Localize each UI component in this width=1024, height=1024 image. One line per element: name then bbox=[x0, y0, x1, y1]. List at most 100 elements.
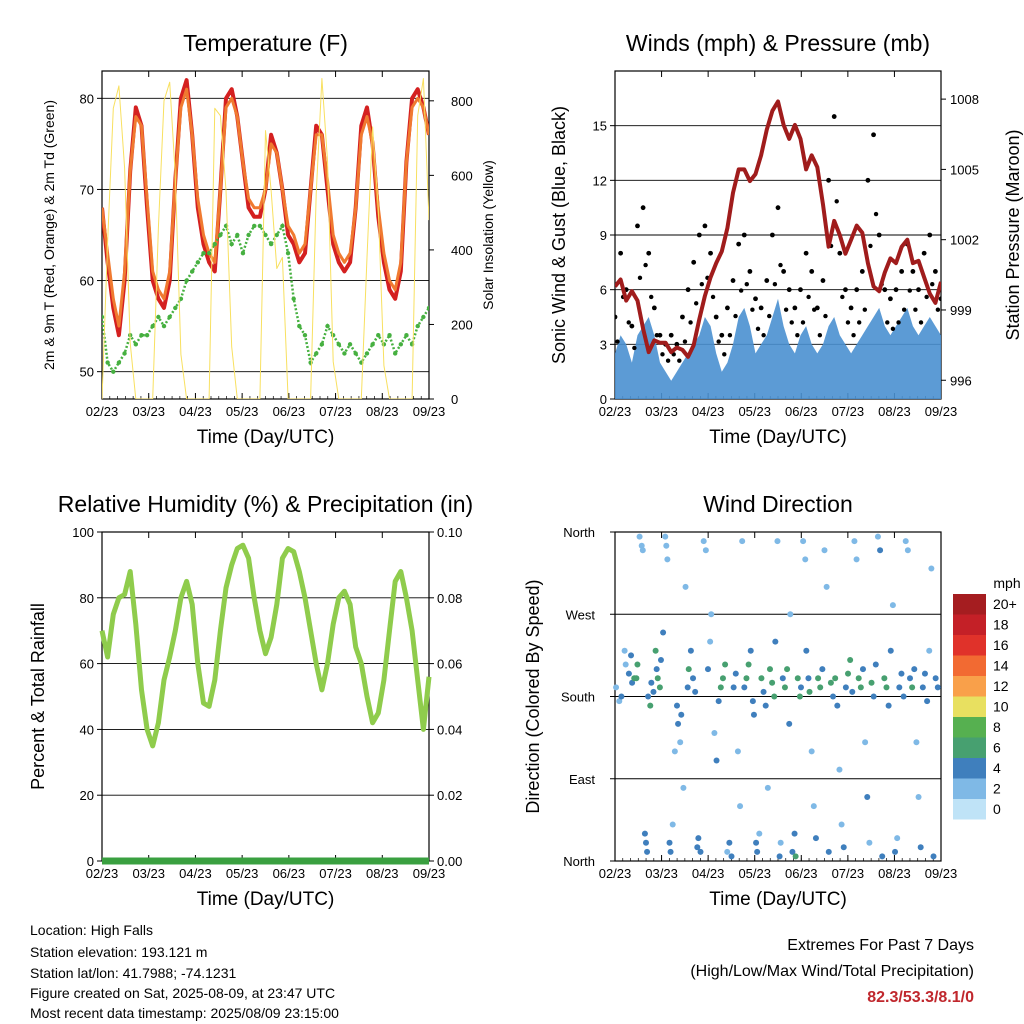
dir-point bbox=[832, 675, 839, 682]
wind-gust-point bbox=[927, 232, 933, 238]
rh-xtick-label: 07/23 bbox=[319, 866, 352, 881]
dir-point bbox=[840, 844, 847, 851]
dir-point bbox=[857, 684, 864, 691]
dir-point bbox=[707, 638, 714, 645]
wind-gust-point bbox=[744, 282, 749, 287]
dir-point bbox=[815, 675, 822, 682]
dir-point bbox=[618, 693, 625, 700]
wind-gust-point bbox=[795, 333, 800, 338]
wind-gust-point bbox=[789, 320, 794, 325]
wind-pressure-line bbox=[615, 99, 941, 359]
dir-point bbox=[784, 666, 791, 673]
dir-point bbox=[756, 830, 763, 837]
dir-point bbox=[739, 538, 746, 545]
dir-xlabel: Time (Day/UTC) bbox=[709, 889, 847, 910]
wind-gust-point bbox=[733, 313, 738, 319]
wind-ytick-label: 6 bbox=[600, 283, 607, 298]
dir-point bbox=[644, 848, 651, 855]
wind-ytick-label: 0 bbox=[600, 392, 607, 407]
dir-point bbox=[656, 684, 663, 691]
legend-swatch bbox=[953, 594, 986, 615]
dir-point bbox=[898, 670, 905, 677]
legend-swatch bbox=[953, 799, 986, 820]
wind-gust-point bbox=[924, 294, 929, 300]
dir-point bbox=[821, 547, 828, 554]
temp-plot-area bbox=[102, 78, 429, 399]
legend-swatch bbox=[953, 614, 986, 635]
dir-point bbox=[622, 661, 629, 668]
wind-gust-point bbox=[635, 223, 640, 229]
wind-gust-point bbox=[716, 339, 721, 344]
dir-point bbox=[734, 748, 741, 755]
wind-gust-point bbox=[761, 333, 766, 338]
dir-point bbox=[634, 661, 641, 668]
wind-xtick-label: 09/23 bbox=[925, 404, 958, 419]
wind-gust-point bbox=[890, 326, 896, 332]
dir-point bbox=[653, 666, 660, 673]
wind-gust-point bbox=[798, 287, 803, 293]
dir-point bbox=[650, 688, 657, 695]
wind-gust-point bbox=[930, 282, 935, 287]
rh-y2tick-label: 0.10 bbox=[437, 525, 462, 540]
wind-gust-point bbox=[888, 296, 893, 302]
dir-point bbox=[711, 730, 718, 737]
wind-panel: 02/23 03/23 04/23 05/23 06/23 07/23 08/23 09/23… bbox=[549, 30, 1023, 448]
dir-point bbox=[930, 853, 937, 860]
wind-y2tick-label: 1005 bbox=[950, 162, 979, 177]
dir-point bbox=[760, 688, 767, 695]
dir-point bbox=[915, 794, 922, 801]
temp-title: Temperature (F) bbox=[183, 30, 348, 56]
dir-point bbox=[625, 670, 632, 677]
dir-point bbox=[671, 748, 678, 755]
dir-xtick-label: 08/23 bbox=[878, 866, 911, 881]
wind-ylabel: Sonic Wind & Gust (Blue, Black) bbox=[549, 106, 569, 364]
rh-xtick-label: 04/23 bbox=[179, 866, 212, 881]
wind-gust-point bbox=[848, 305, 854, 311]
dir-point bbox=[894, 835, 901, 842]
station-elevation: Station elevation: 193.121 m bbox=[30, 944, 208, 960]
legend-label: 4 bbox=[993, 760, 1001, 776]
wind-gust-point bbox=[918, 320, 924, 325]
wind-gust-point bbox=[750, 307, 755, 312]
temp-xtick-label: 03/23 bbox=[132, 404, 165, 419]
rh-xlabel: Time (Day/UTC) bbox=[197, 889, 335, 910]
dir-point bbox=[792, 853, 799, 860]
dir-point bbox=[803, 647, 810, 654]
legend-swatch bbox=[953, 696, 986, 717]
dir-point bbox=[717, 684, 724, 691]
temp-9m-line bbox=[102, 87, 429, 328]
rh-xtick-label: 03/23 bbox=[132, 866, 165, 881]
wind-gust-point bbox=[938, 296, 941, 302]
dir-point bbox=[924, 698, 931, 705]
dir-point bbox=[926, 647, 933, 654]
wind-gust-point bbox=[814, 305, 820, 311]
dir-xtick-label: 04/23 bbox=[692, 866, 725, 881]
wind-gust-point bbox=[618, 250, 624, 256]
dir-point bbox=[823, 583, 830, 590]
temp-xtick-label: 05/23 bbox=[226, 404, 259, 419]
temp-ytick-label: 80 bbox=[80, 91, 94, 106]
dir-point bbox=[694, 844, 701, 851]
wind-gust-point bbox=[873, 211, 879, 217]
wind-gust-point bbox=[772, 282, 778, 287]
wind-gust-point bbox=[803, 250, 809, 256]
dir-point bbox=[900, 693, 907, 700]
wind-gust-point bbox=[843, 287, 848, 293]
wind-gust-point bbox=[806, 294, 811, 300]
dir-point bbox=[762, 702, 769, 709]
legend-label: 0 bbox=[993, 801, 1001, 817]
wind-gust-point bbox=[668, 332, 674, 338]
dir-point bbox=[909, 684, 916, 691]
rh-xtick-label: 09/23 bbox=[413, 866, 446, 881]
wind-gust-point bbox=[856, 320, 862, 325]
dir-point bbox=[629, 679, 636, 686]
dir-point bbox=[917, 844, 924, 851]
dir-point bbox=[657, 656, 664, 663]
wind-gust-point bbox=[876, 232, 882, 238]
wind-title: Winds (mph) & Pressure (mb) bbox=[626, 30, 930, 56]
wind-gust-point bbox=[736, 241, 742, 247]
rh-plot-area bbox=[99, 542, 432, 865]
temp-panel: 02/23 03/23 04/23 05/23 06/23 07/23 08/23 09/23… bbox=[41, 30, 496, 448]
dir-ylabel: Direction (Colored By Speed) bbox=[523, 579, 543, 813]
wind-gust-point bbox=[882, 287, 888, 293]
